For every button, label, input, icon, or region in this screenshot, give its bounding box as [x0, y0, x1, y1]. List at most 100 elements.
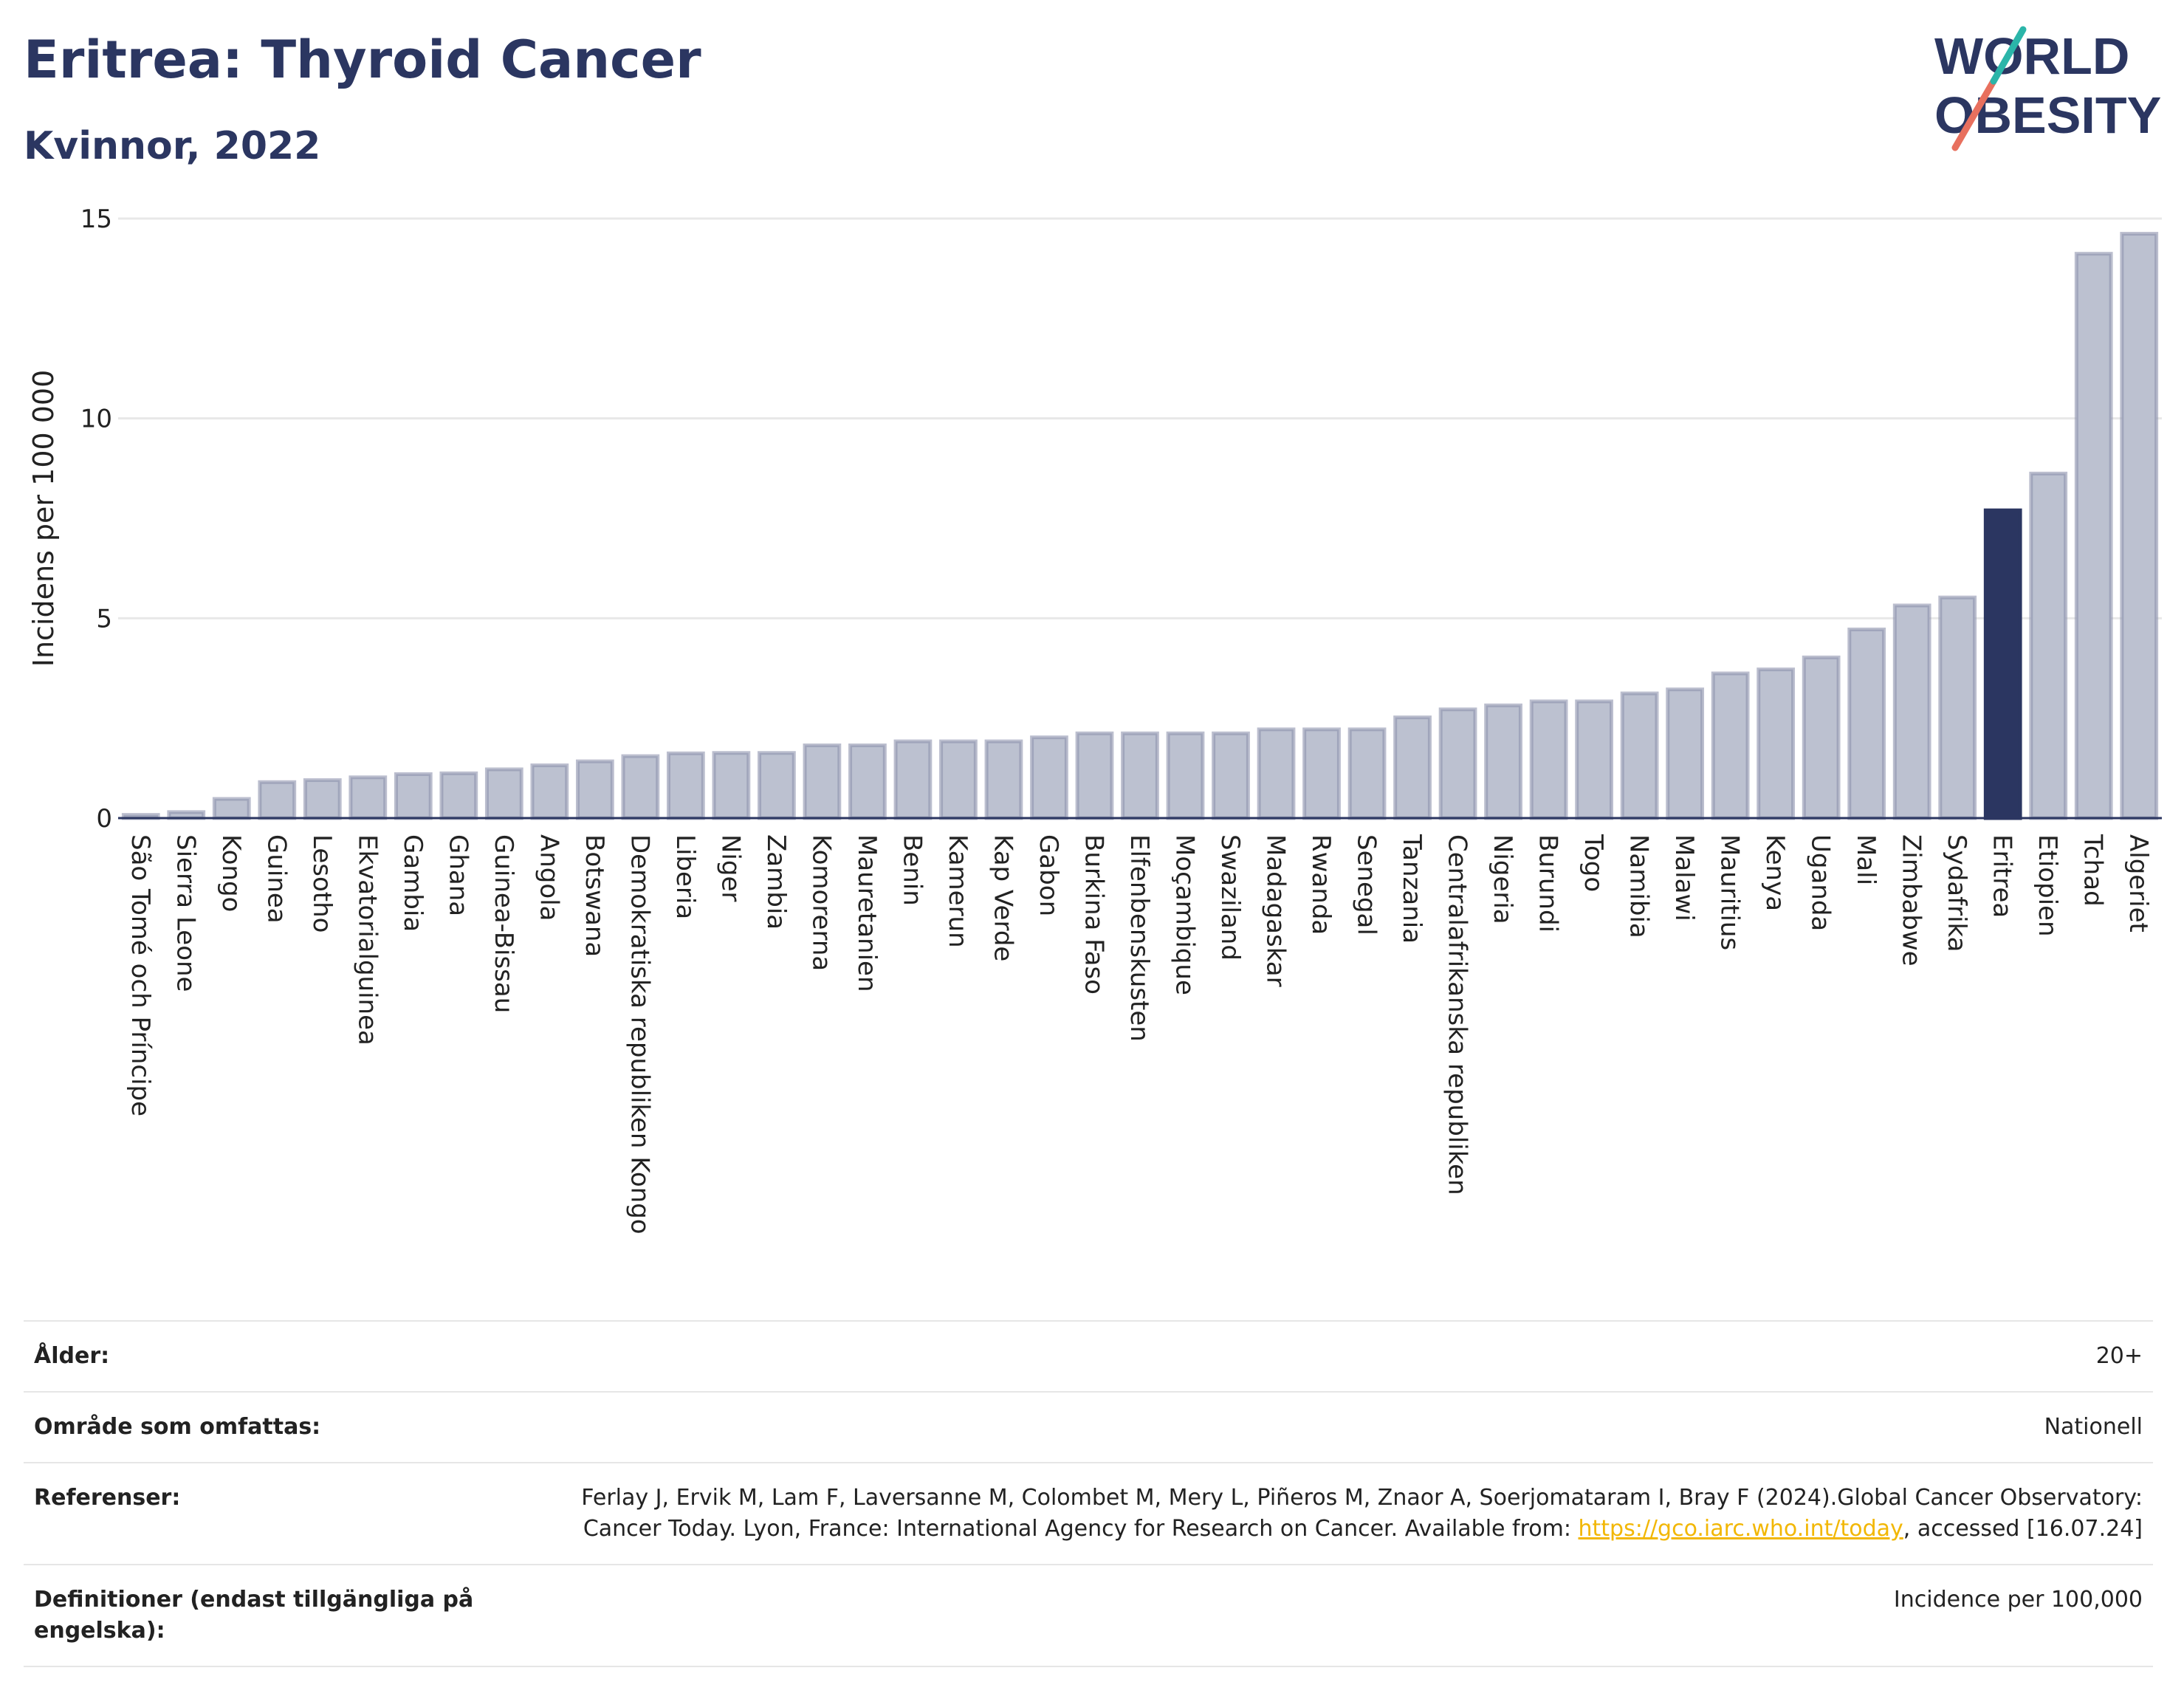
x-tick-label: Eritrea [1988, 834, 2017, 918]
x-tick-label: Burkina Faso [1079, 834, 1108, 995]
x-tick-label: Zambia [761, 834, 791, 930]
bar [2120, 232, 2159, 820]
bar [1983, 508, 2022, 820]
x-tick-label: Centralafrikanska republiken [1443, 834, 1472, 1195]
info-row-definitions: Definitioner (endast tillgängliga på eng… [24, 1564, 2153, 1667]
x-tick-label: Burundi [1534, 834, 1563, 933]
x-tick-label: Senegal [1352, 834, 1381, 935]
x-tick-label: Elfenbenskusten [1124, 834, 1154, 1042]
logo-slash-teal [1990, 26, 2027, 85]
bar [893, 739, 933, 820]
bar [348, 775, 388, 820]
x-tick-label: Kenya [1760, 834, 1790, 911]
reference-link[interactable]: https://gco.iarc.who.int/today [1578, 1516, 1903, 1542]
y-tick-label: 15 [80, 205, 112, 234]
bar [1575, 699, 1613, 820]
info-label-definitions: Definitioner (endast tillgängliga på eng… [34, 1587, 474, 1644]
x-tick-label: Kongo [216, 834, 246, 912]
x-tick-label: Liberia [670, 834, 700, 919]
bar [1620, 691, 1659, 820]
x-tick-label: Kap Verde [988, 834, 1017, 961]
bar [1393, 715, 1432, 820]
x-tick-label: Angola [534, 834, 563, 921]
logo-line1: WORLD [1934, 27, 2129, 85]
info-row-age: Ålder: 20+ [24, 1320, 2153, 1391]
world-obesity-logo: WORLD OBESITY [1934, 26, 2161, 151]
x-tick-label: Sierra Leone [171, 834, 200, 992]
info-label-age: Ålder: [34, 1343, 110, 1369]
x-tick-label: Gabon [1034, 834, 1063, 916]
reference-text: Ferlay J, Ervik M, Lam F, Laversanne M, … [581, 1485, 2143, 1542]
x-tick-label: Uganda [1806, 834, 1836, 931]
x-tick-label: Sydafrika [1942, 834, 1971, 952]
bar [1938, 595, 1977, 820]
info-value-age: 20+ [2095, 1343, 2143, 1369]
bar [303, 778, 342, 820]
bar [1438, 707, 1477, 820]
x-tick-label: Demokratiska republiken Kongo [625, 834, 654, 1235]
y-axis-label: Incidens per 100 000 [27, 370, 60, 667]
x-tick-label: Malawi [1669, 834, 1699, 921]
info-value-references: Ferlay J, Ervik M, Lam F, Laversanne M, … [521, 1483, 2143, 1545]
bar [939, 739, 978, 820]
bar [258, 780, 297, 820]
bar [712, 751, 751, 820]
bar [984, 739, 1023, 820]
x-tick-label: Komorerna [806, 834, 836, 971]
x-tick-label: Moçambique [1170, 834, 1200, 995]
bar [1030, 735, 1068, 820]
info-label-references: Referenser: [34, 1485, 181, 1511]
x-tick-label: Mauritius [1715, 834, 1745, 950]
bar [439, 771, 478, 820]
x-tick-label: Gambia [398, 834, 427, 932]
x-tick-label: Tanzania [1397, 834, 1426, 944]
bar [1212, 731, 1250, 820]
x-tick-label: Ekvatorialguinea [352, 834, 382, 1046]
bar [1529, 699, 1568, 820]
x-tick-label: Namibia [1624, 834, 1654, 938]
bar [1257, 727, 1296, 820]
bar [1711, 671, 1750, 820]
bar [1347, 727, 1387, 820]
chart-title: Eritrea: Thyroid Cancer [24, 30, 701, 90]
x-tick-label: Madagaskar [1261, 834, 1291, 987]
x-tick-label: São Tomé och Príncipe [126, 834, 155, 1116]
x-tick-label: Mali [1851, 834, 1881, 885]
info-row-references: Referenser: Ferlay J, Ervik M, Lam F, La… [24, 1462, 2153, 1564]
y-tick-label: 10 [80, 405, 112, 434]
x-tick-label: Swaziland [1215, 834, 1245, 961]
x-tick-label: Mauretanien [852, 834, 882, 992]
bar [758, 751, 796, 820]
info-value-area: Nationell [2044, 1414, 2143, 1440]
x-tick-label: Algeriet [2123, 834, 2153, 933]
x-tick-label: Kamerun [943, 834, 972, 948]
x-tick-label: Benin [897, 834, 927, 906]
bar [621, 754, 660, 820]
y-tick-label: 0 [96, 804, 112, 834]
bar [1892, 603, 1931, 820]
x-tick-label: Togo [1579, 834, 1608, 892]
bar [212, 797, 251, 820]
bar [1075, 731, 1114, 820]
x-tick-label: Guinea-Bissau [489, 834, 518, 1013]
bar [1802, 655, 1841, 820]
logo-slash-red [1951, 78, 1997, 151]
bar [575, 759, 614, 820]
x-tick-label: Rwanda [1306, 834, 1336, 935]
x-tick-label: Lesotho [307, 834, 337, 933]
info-value-definitions: Incidence per 100,000 [1893, 1587, 2143, 1613]
bar [803, 743, 842, 820]
bar [667, 751, 705, 820]
bar [530, 763, 569, 820]
reference-accessed: , accessed [16.07.24] [1903, 1516, 2143, 1542]
x-tick-label: Niger [715, 834, 745, 902]
x-tick-label: Guinea [261, 834, 291, 924]
bar-chart: 0 5 10 15 Incidens per 100 000 São Tomé och P… [27, 205, 2162, 1235]
info-label-area: Område som omfattas: [34, 1414, 321, 1440]
bar [1847, 627, 1886, 820]
bar [484, 767, 523, 820]
x-tick-label: Tchad [2078, 834, 2108, 907]
chart-subtitle: Kvinnor, 2022 [24, 124, 321, 168]
bar [1666, 687, 1705, 820]
info-table: Ålder: 20+ Område som omfattas: Nationel… [24, 1320, 2153, 1667]
